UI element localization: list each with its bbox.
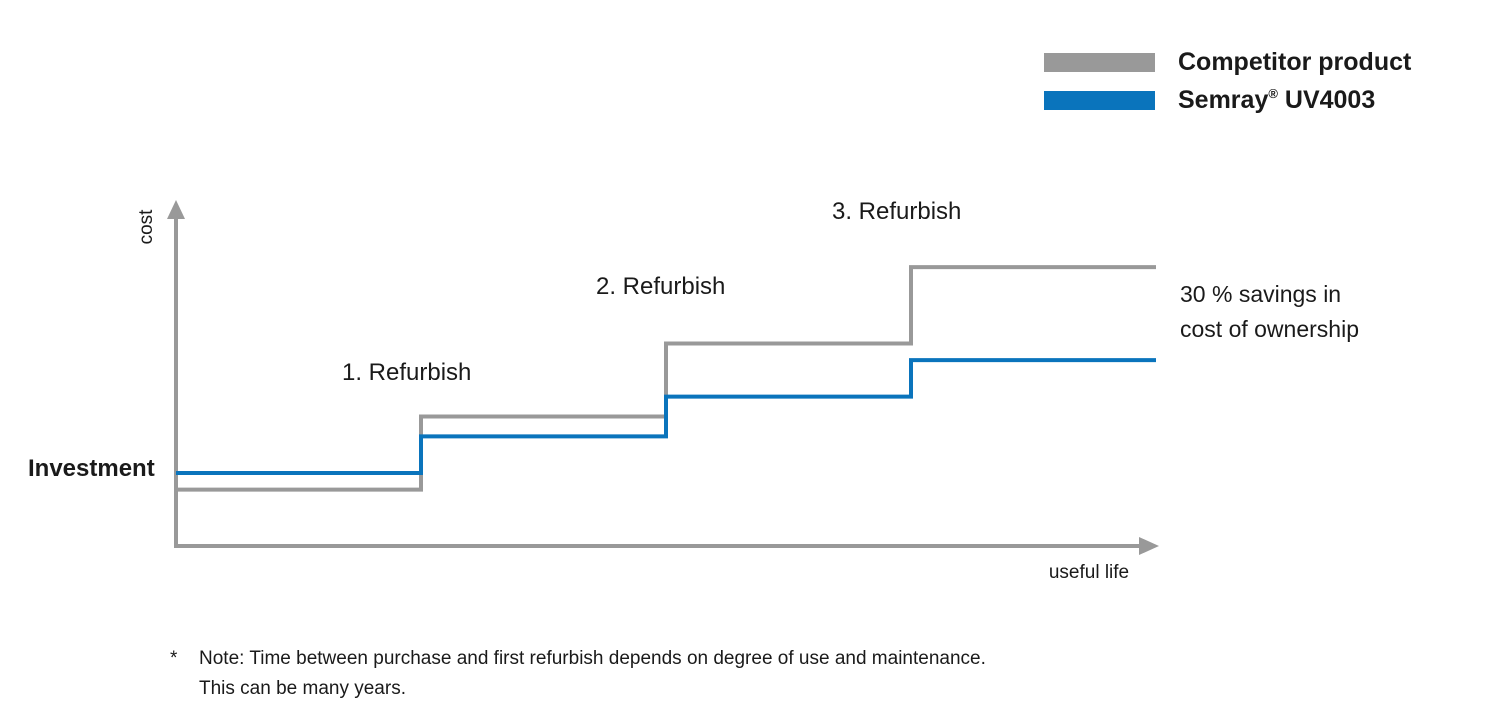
legend: Competitor product Semray® UV4003 xyxy=(1044,48,1412,114)
footnote: * Note: Time between purchase and first r… xyxy=(170,644,986,704)
phase-label-2: 2. Refurbish xyxy=(596,273,725,300)
x-axis-label: useful life xyxy=(1049,562,1129,583)
y-axis-arrow-icon xyxy=(167,200,185,219)
legend-label-competitor: Competitor product xyxy=(1178,48,1412,76)
legend-label-semray-model: UV4003 xyxy=(1278,86,1375,114)
phase-label-3: 3. Refurbish xyxy=(832,198,961,225)
series-line-semray xyxy=(176,358,1156,475)
legend-label-semray-reg: ® xyxy=(1268,86,1278,101)
savings-annotation: 30 % savings in cost of ownership xyxy=(1180,281,1359,342)
series-group xyxy=(176,265,1156,492)
legend-swatch-competitor xyxy=(1044,53,1155,72)
phase-label-1: 1. Refurbish xyxy=(342,359,471,386)
axes: cost useful life Investment xyxy=(28,200,1159,583)
legend-swatch-semray xyxy=(1044,91,1155,110)
footnote-marker: * xyxy=(170,648,178,669)
footnote-line-2: This can be many years. xyxy=(199,678,406,699)
savings-annotation-line-2: cost of ownership xyxy=(1180,316,1359,342)
investment-label: Investment xyxy=(28,455,155,482)
legend-label-semray: Semray® UV4003 xyxy=(1178,86,1375,114)
y-axis-label: cost xyxy=(136,209,157,245)
phase-labels: 1. Refurbish 2. Refurbish 3. Refurbish xyxy=(342,198,961,386)
savings-annotation-line-1: 30 % savings in xyxy=(1180,281,1341,307)
footnote-line-1: * Note: Time between purchase and first r… xyxy=(170,644,986,674)
series-line-competitor xyxy=(176,265,1156,492)
footnote-text-1: Note: Time between purchase and first re… xyxy=(199,648,986,669)
x-axis-arrow-icon xyxy=(1139,537,1159,555)
legend-label-semray-main: Semray xyxy=(1178,86,1268,114)
